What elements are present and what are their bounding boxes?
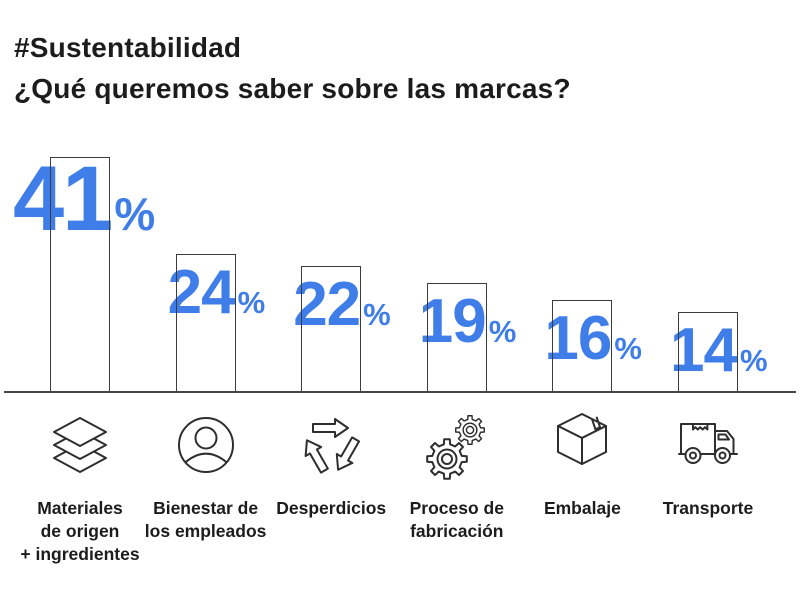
category-label: Transporte xyxy=(662,498,754,518)
chart-subtitle: ¿Qué queremos saber sobre las marcas? xyxy=(14,72,571,104)
title-block: #Sustentabilidad ¿Qué queremos saber sob… xyxy=(14,28,571,109)
bar-value: 19% xyxy=(419,291,517,353)
bar-value-percent-sign: % xyxy=(488,314,517,349)
gears-icon xyxy=(425,402,489,490)
bar-value: 16% xyxy=(544,308,642,370)
bar-value-number: 22 xyxy=(293,270,361,339)
bar-value-number: 24 xyxy=(167,258,236,327)
bar-value-percent-sign: % xyxy=(614,331,642,366)
bar-value: 14% xyxy=(670,320,768,382)
bar xyxy=(50,157,110,392)
bar xyxy=(426,283,487,392)
category-label: Bienestar de los empleados xyxy=(144,498,267,542)
category-label: Proceso de fabricación xyxy=(409,498,504,542)
bar-value-percent-sign: % xyxy=(739,343,768,378)
bar-value-number: 41 xyxy=(13,148,113,250)
x-axis-line xyxy=(4,391,796,393)
bar xyxy=(301,266,362,392)
bar-value: 24% xyxy=(168,262,266,324)
bar-value: 41% xyxy=(13,153,155,245)
bar-value-percent-sign: % xyxy=(363,297,391,332)
bar-value-number: 14 xyxy=(670,316,738,385)
recycle-icon xyxy=(299,402,363,490)
category-label: Materiales de origen + ingredientes xyxy=(20,498,140,565)
category-label: Embalaje xyxy=(543,498,621,518)
person-icon xyxy=(174,402,238,490)
bar xyxy=(552,300,613,392)
bar-value-number: 19 xyxy=(418,287,487,356)
bar-value: 22% xyxy=(293,274,391,336)
category-label: Desperdicios xyxy=(276,498,387,518)
bar xyxy=(678,312,738,392)
chart-title: #Sustentabilidad xyxy=(14,32,242,63)
bar xyxy=(175,254,236,392)
bar-value-percent-sign: % xyxy=(114,188,156,240)
truck-icon xyxy=(676,402,740,490)
bar-value-percent-sign: % xyxy=(237,285,266,320)
box-icon xyxy=(550,402,614,490)
layers-icon xyxy=(48,402,112,490)
bar-value-number: 16 xyxy=(544,304,612,373)
